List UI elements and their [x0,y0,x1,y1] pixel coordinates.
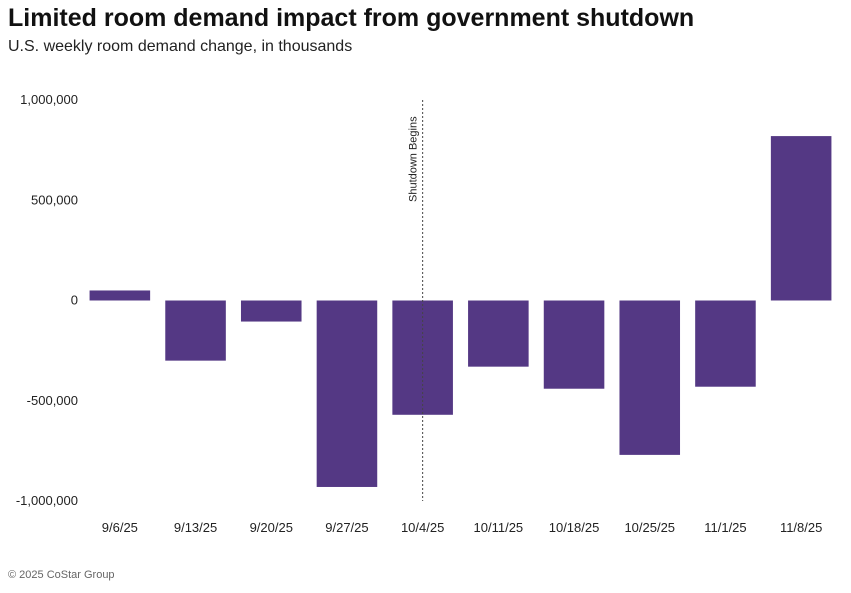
y-tick-label: -500,000 [27,393,78,408]
chart-title: Limited room demand impact from governme… [8,4,695,32]
shutdown-annotation-label: Shutdown Begins [408,116,420,202]
y-axis: 1,000,000 500,000 0 -500,000 -1,000,000 [16,92,78,508]
bar-10-18-25 [543,300,605,389]
bar-9-13-25 [165,300,226,361]
y-tick-label: -1,000,000 [16,493,78,508]
x-tick-label: 11/1/25 [704,520,746,535]
bar-9-20-25 [240,300,302,322]
bar-11-1-25 [695,300,756,387]
y-tick-label: 500,000 [31,192,78,207]
x-axis: 9/6/25 9/13/25 9/20/25 9/27/25 10/4/25 10/11/… [102,520,823,535]
bar-series [89,136,832,487]
bar-9-6-25 [89,290,151,301]
x-tick-label: 10/11/25 [474,520,524,535]
x-tick-label: 9/20/25 [250,520,293,535]
y-tick-label: 0 [71,293,78,308]
x-tick-label: 9/6/25 [102,520,138,535]
x-tick-label: 11/8/25 [780,520,822,535]
x-tick-label: 9/13/25 [174,520,217,535]
bar-9-27-25 [316,300,378,487]
bar-10-25-25 [619,300,681,455]
copyright-footer: © 2025 CoStar Group [8,569,115,581]
x-tick-label: 10/25/25 [624,520,675,535]
bar-11-8-25 [770,136,832,301]
x-tick-label: 10/4/25 [401,520,444,535]
x-tick-label: 10/18/25 [549,520,600,535]
y-tick-label: 1,000,000 [20,92,78,107]
bar-10-11-25 [468,300,529,367]
annotations: Shutdown Begins [408,100,424,501]
chart-subtitle: U.S. weekly room demand change, in thous… [8,38,353,55]
x-tick-label: 9/27/25 [325,520,368,535]
